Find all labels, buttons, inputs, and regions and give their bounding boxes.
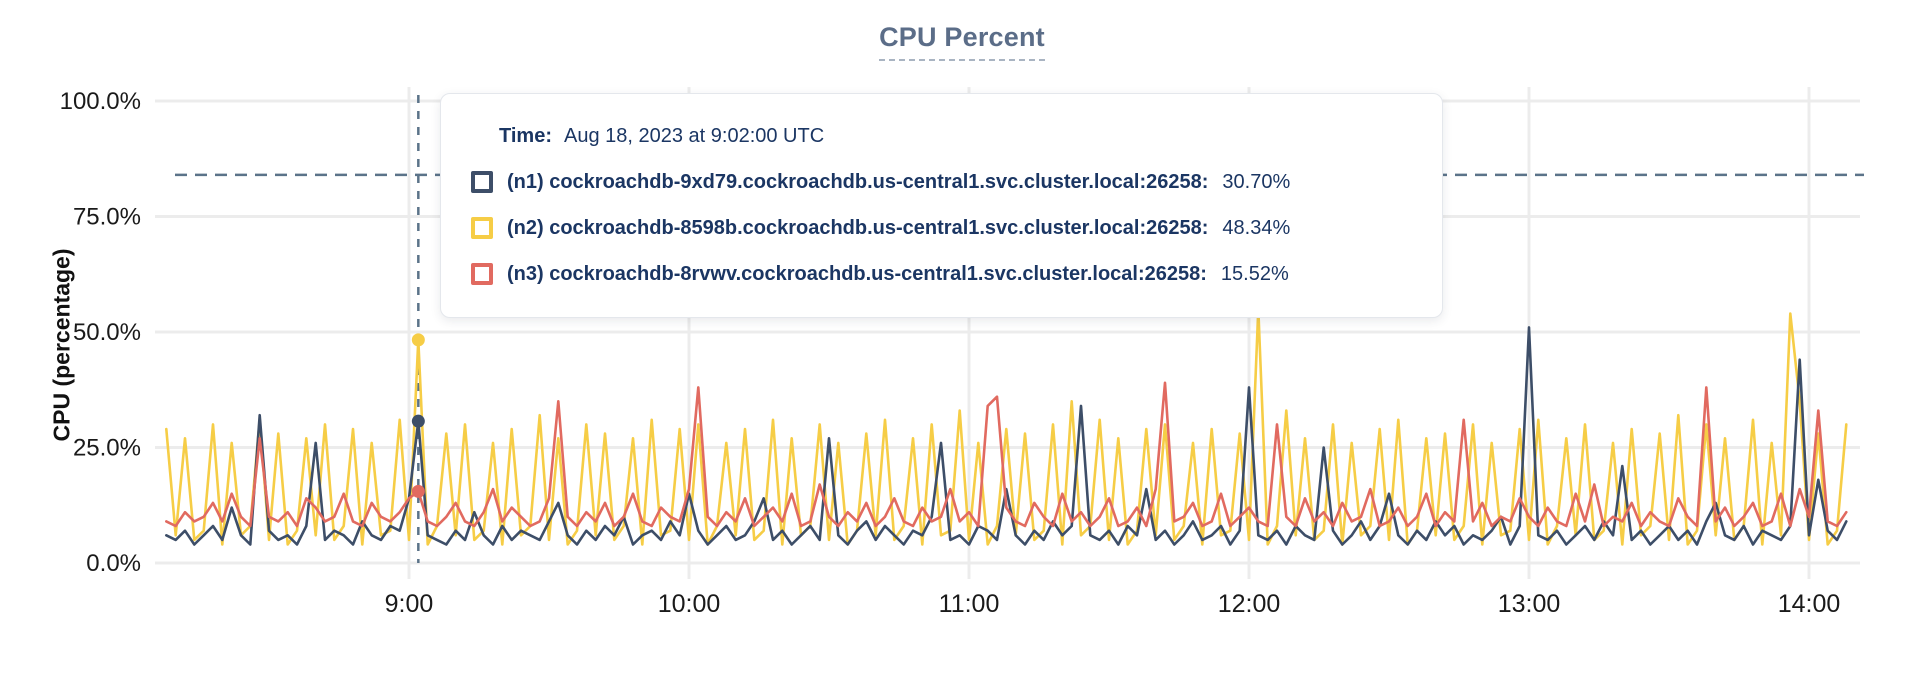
tooltip-n2-label: (n2) cockroachdb-8598b.cockroachdb.us-ce… — [507, 216, 1209, 239]
series-n1-swatch-icon — [471, 171, 493, 193]
hover-dot-n1 — [411, 414, 425, 428]
tooltip-row-n1: (n1) cockroachdb-9xd79.cockroachdb.us-ce… — [471, 170, 1442, 194]
hover-dot-n2 — [411, 333, 425, 347]
y-tick-label: 25.0% — [73, 435, 141, 462]
series-n3-swatch-icon — [471, 263, 493, 285]
x-tick-label: 11:00 — [939, 590, 1000, 618]
tooltip-time-value: Aug 18, 2023 at 9:02:00 UTC — [563, 124, 825, 147]
tooltip-n1-label: (n1) cockroachdb-9xd79.cockroachdb.us-ce… — [507, 170, 1209, 193]
x-tick-label: 12:00 — [1218, 590, 1281, 618]
tooltip-row-n2: (n2) cockroachdb-8598b.cockroachdb.us-ce… — [471, 216, 1442, 240]
x-tick-label: 14:00 — [1778, 590, 1841, 618]
chart-title: CPU Percent — [879, 22, 1045, 61]
tooltip-n2-value: 48.34% — [1222, 216, 1291, 239]
tooltip-n3-value: 15.52% — [1220, 262, 1289, 285]
hover-tooltip: Time: Aug 18, 2023 at 9:02:00 UTC (n1) c… — [440, 93, 1443, 318]
tooltip-row-n3: (n3) cockroachdb-8rvwv.cockroachdb.us-ce… — [471, 262, 1442, 286]
x-tick-label: 9:00 — [385, 590, 434, 618]
series-n2-swatch-icon — [471, 217, 493, 239]
tooltip-time-label: Time: — [499, 124, 552, 147]
series-line-n2 — [165, 307, 1848, 546]
tooltip-n1-value: 30.70% — [1222, 170, 1291, 193]
y-tick-label: 0.0% — [86, 550, 141, 577]
y-tick-label: 50.0% — [73, 319, 141, 346]
series-line-n1 — [165, 326, 1848, 546]
tooltip-n3-label: (n3) cockroachdb-8rvwv.cockroachdb.us-ce… — [507, 262, 1207, 285]
x-tick-label: 13:00 — [1498, 590, 1561, 618]
chart-title-row: CPU Percent — [0, 22, 1924, 61]
y-tick-label: 100.0% — [60, 88, 141, 115]
hover-dot-n3 — [411, 484, 425, 498]
series-line-n3 — [165, 381, 1848, 528]
y-tick-label: 75.0% — [73, 204, 141, 231]
x-tick-label: 10:00 — [658, 590, 721, 618]
tooltip-time-row: Time: Aug 18, 2023 at 9:02:00 UTC — [499, 124, 1442, 148]
